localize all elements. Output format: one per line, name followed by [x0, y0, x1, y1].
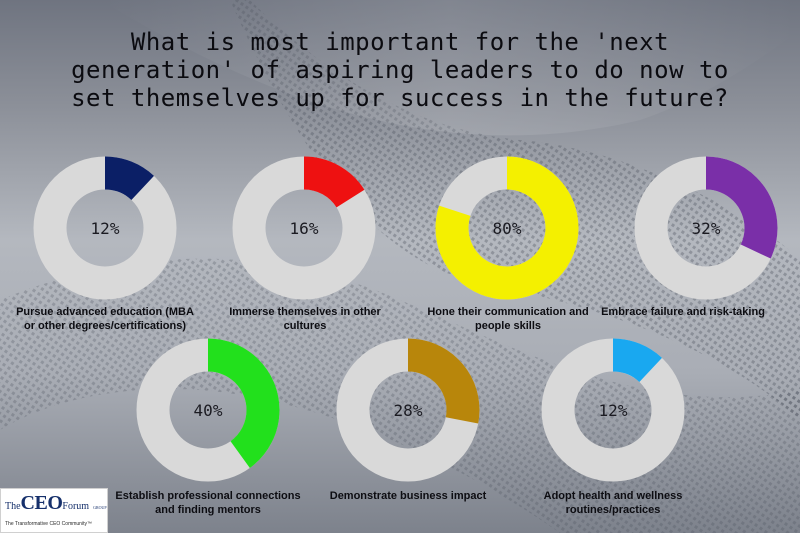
title-line: generation' of aspiring leaders to do no…: [71, 56, 729, 84]
category-label: Hone their communication and people skil…: [393, 305, 623, 333]
category-label-line: Establish professional connections: [115, 490, 301, 502]
donut-slice: [232, 156, 376, 300]
donut-chart: 32%: [634, 156, 778, 300]
donut-chart: 28%: [336, 338, 480, 482]
logo-wordmark: TheCEOForum GROUP: [5, 492, 107, 515]
category-label-line: routines/practices: [565, 504, 661, 516]
logo-the: The: [5, 501, 21, 512]
category-label-line: Adopt health and wellness: [543, 490, 683, 502]
percent-label: 40%: [194, 401, 223, 420]
donut-slice: [33, 156, 177, 300]
donut-chart: 80%: [435, 156, 579, 300]
percent-label: 32%: [692, 219, 721, 238]
category-label: Adopt health and wellness routines/pract…: [498, 489, 728, 517]
category-label-line: Pursue advanced education (MBA: [16, 306, 194, 318]
donut-slice: [634, 156, 778, 300]
category-label: Demonstrate business impact: [293, 489, 523, 503]
category-label-line: and finding mentors: [155, 504, 261, 516]
category-label: Establish professional connections and f…: [93, 489, 323, 517]
logo-group: GROUP: [93, 505, 107, 510]
category-label-line: Immerse themselves in other: [229, 306, 381, 318]
percent-label: 80%: [493, 219, 522, 238]
category-label: Embrace failure and risk-taking: [568, 305, 798, 319]
category-label-line: Embrace failure and risk-taking: [601, 306, 765, 318]
donut-slice: [541, 338, 685, 482]
donut-chart: 16%: [232, 156, 376, 300]
category-label: Pursue advanced education (MBA or other …: [0, 305, 220, 333]
category-label: Immerse themselves in other cultures: [190, 305, 420, 333]
donut-chart: 12%: [33, 156, 177, 300]
percent-label: 28%: [394, 401, 423, 420]
donut-slice: [435, 156, 579, 300]
ceo-forum-logo: TheCEOForum GROUP The Transformative CEO…: [0, 488, 108, 533]
category-label-line: or other degrees/certifications): [24, 320, 186, 332]
percent-label: 16%: [290, 219, 319, 238]
logo-tagline: The Transformative CEO Community™: [5, 521, 92, 527]
percent-label: 12%: [91, 219, 120, 238]
page-title: What is most important for the 'next gen…: [0, 28, 800, 112]
title-line: set themselves up for success in the fut…: [71, 84, 729, 112]
donut-slice: [336, 338, 480, 482]
donut-chart: 40%: [136, 338, 280, 482]
category-label-line: people skills: [474, 320, 542, 332]
percent-label: 12%: [599, 401, 628, 420]
donut-slice: [136, 338, 280, 482]
logo-ceo: CEO: [20, 492, 63, 514]
category-label-line: cultures: [283, 320, 327, 332]
category-label-line: Hone their communication and: [427, 306, 589, 318]
category-label-line: Demonstrate business impact: [329, 490, 487, 502]
title-line: What is most important for the 'next: [130, 28, 670, 56]
logo-forum: Forum: [62, 501, 90, 512]
donut-chart: 12%: [541, 338, 685, 482]
